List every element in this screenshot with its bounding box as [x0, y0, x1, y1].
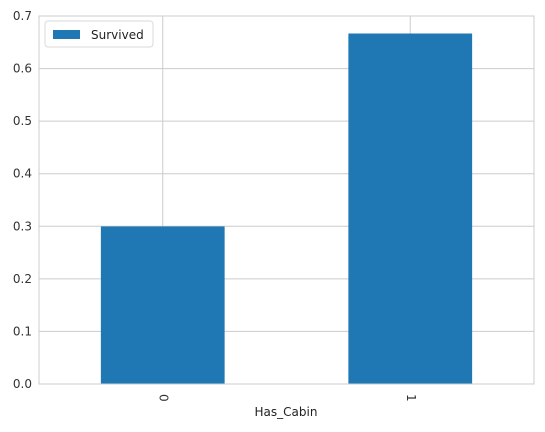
x-axis-label: Has_Cabin	[255, 405, 318, 419]
y-tick-label: 0.6	[13, 62, 32, 76]
legend-label-survived: Survived	[91, 28, 144, 42]
y-tick-label: 0.3	[13, 219, 32, 233]
bars	[100, 33, 473, 384]
bar-1	[348, 33, 473, 384]
y-axis-ticks: 0.0 0.1 0.2 0.3 0.4 0.5 0.6 0.7	[13, 9, 32, 391]
x-tick-label: 0	[156, 394, 170, 402]
legend-box	[44, 20, 154, 48]
y-tick-label: 0.0	[13, 377, 32, 391]
plot-frame	[38, 15, 535, 385]
y-tick-label: 0.5	[13, 114, 32, 128]
y-tick-label: 0.7	[13, 9, 32, 23]
legend-swatch	[53, 30, 80, 39]
x-tick-label: 1	[404, 394, 418, 402]
bar-0	[100, 226, 225, 384]
y-tick-label: 0.4	[13, 167, 32, 181]
y-tick-label: 0.1	[13, 324, 32, 338]
y-tick-label: 0.2	[13, 272, 32, 286]
legend: Survived	[44, 20, 154, 48]
